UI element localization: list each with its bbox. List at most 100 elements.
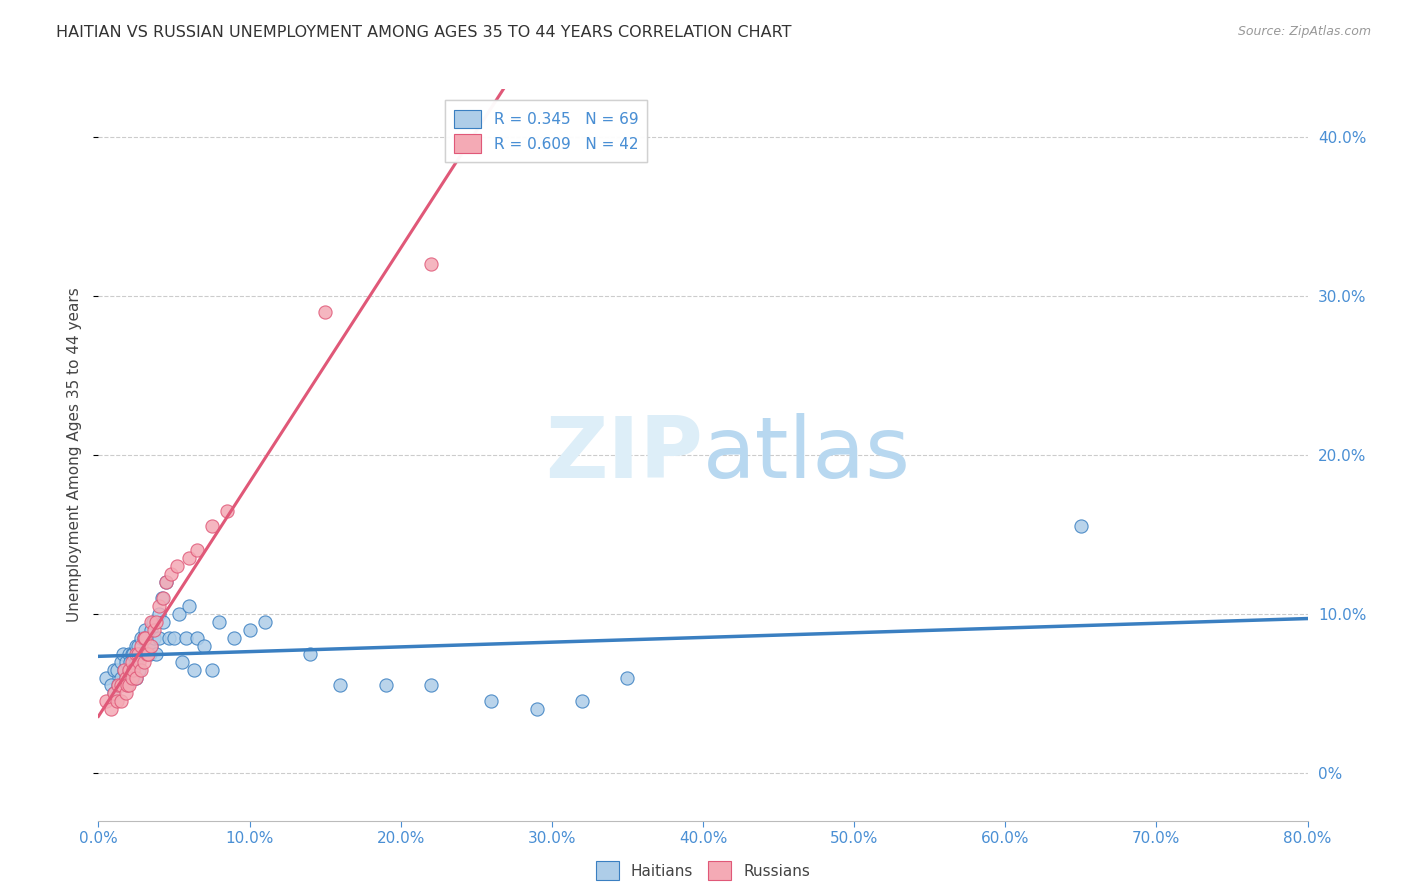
Point	[155, 575, 177, 590]
Point	[193, 639, 215, 653]
Point	[114, 671, 136, 685]
Point	[420, 257, 443, 271]
Point	[128, 663, 150, 677]
Point	[148, 631, 170, 645]
Point	[163, 631, 186, 645]
Point	[148, 599, 170, 613]
Point	[166, 559, 188, 574]
Point	[155, 575, 177, 590]
Point	[141, 623, 163, 637]
Point	[148, 607, 170, 621]
Point	[129, 663, 152, 677]
Point	[152, 591, 174, 605]
Point	[105, 694, 128, 708]
Point	[128, 655, 150, 669]
Point	[201, 519, 224, 533]
Point	[136, 639, 159, 653]
Point	[142, 615, 165, 629]
Point	[170, 655, 193, 669]
Point	[112, 663, 135, 677]
Point	[329, 678, 352, 692]
Point	[112, 663, 135, 677]
Point	[103, 663, 125, 677]
Point	[129, 639, 152, 653]
Text: ZIP: ZIP	[546, 413, 703, 497]
Point	[118, 663, 141, 677]
Point	[114, 655, 136, 669]
Point	[127, 647, 149, 661]
Point	[115, 678, 138, 692]
Point	[179, 551, 201, 566]
Point	[253, 615, 276, 629]
Point	[114, 671, 136, 685]
Point	[152, 615, 174, 629]
Point	[110, 678, 132, 692]
Point	[124, 671, 146, 685]
Point	[121, 671, 143, 685]
Point	[314, 305, 336, 319]
Point	[122, 647, 145, 661]
Point	[143, 631, 166, 645]
Point	[121, 647, 143, 661]
Point	[118, 671, 141, 685]
Point	[118, 647, 141, 661]
Point	[122, 663, 145, 677]
Point	[150, 591, 173, 605]
Point	[132, 631, 155, 645]
Point	[141, 615, 163, 629]
Point	[174, 631, 197, 645]
Point	[135, 631, 157, 645]
Point	[1070, 519, 1092, 533]
Point	[115, 678, 138, 692]
Point	[143, 623, 166, 637]
Point	[135, 647, 157, 661]
Point	[110, 671, 132, 685]
Point	[125, 647, 148, 661]
Point	[121, 655, 143, 669]
Point	[118, 678, 141, 692]
Point	[201, 663, 224, 677]
Point	[100, 678, 122, 692]
Point	[122, 663, 145, 677]
Point	[215, 503, 238, 517]
Point	[107, 678, 129, 692]
Point	[132, 647, 155, 661]
Point	[239, 623, 262, 637]
Point	[132, 631, 155, 645]
Point	[114, 686, 136, 700]
Point	[129, 631, 152, 645]
Point	[134, 623, 156, 637]
Point	[571, 694, 593, 708]
Point	[103, 686, 125, 700]
Point	[100, 702, 122, 716]
Point	[159, 631, 181, 645]
Point	[118, 663, 141, 677]
Point	[125, 639, 148, 653]
Point	[121, 671, 143, 685]
Point	[526, 702, 548, 716]
Point	[145, 615, 167, 629]
Legend: R = 0.345   N = 69, R = 0.609   N = 42: R = 0.345 N = 69, R = 0.609 N = 42	[444, 101, 647, 162]
Point	[186, 543, 208, 558]
Point	[374, 678, 396, 692]
Point	[94, 671, 117, 685]
Point	[420, 678, 443, 692]
Y-axis label: Unemployment Among Ages 35 to 44 years: Unemployment Among Ages 35 to 44 years	[67, 287, 83, 623]
Point	[299, 647, 322, 661]
Point	[107, 678, 129, 692]
Point	[111, 647, 134, 661]
Point	[183, 663, 205, 677]
Point	[110, 655, 132, 669]
Point	[136, 647, 159, 661]
Point	[167, 607, 190, 621]
Point	[208, 615, 231, 629]
Point	[105, 663, 128, 677]
Point	[128, 647, 150, 661]
Point	[125, 671, 148, 685]
Legend: Haitians, Russians: Haitians, Russians	[596, 862, 810, 880]
Point	[132, 655, 155, 669]
Point	[125, 671, 148, 685]
Text: Source: ZipAtlas.com: Source: ZipAtlas.com	[1237, 25, 1371, 38]
Point	[110, 694, 132, 708]
Point	[139, 647, 162, 661]
